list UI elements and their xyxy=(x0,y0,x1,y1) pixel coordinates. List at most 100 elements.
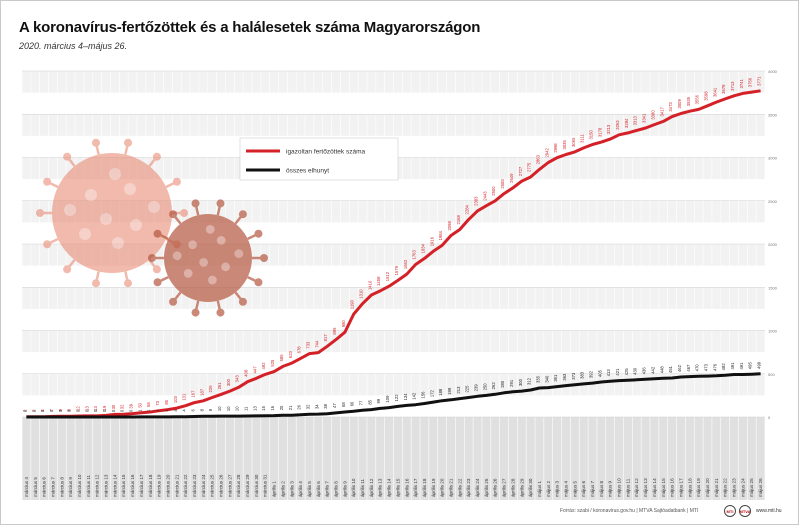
x-tick-label: április 30 xyxy=(528,478,533,497)
y-tick-label: 1500 xyxy=(768,285,778,290)
y-tick-label: 2500 xyxy=(768,199,778,204)
infected-data-label: 187 xyxy=(199,388,204,396)
x-tick-label: április 22 xyxy=(457,478,462,497)
infected-data-label: 131 xyxy=(182,393,187,401)
x-tick-label: május 11 xyxy=(625,478,630,497)
deaths-data-label: 392 xyxy=(589,370,594,378)
deaths-data-label: 250 xyxy=(482,383,487,391)
virus-dot xyxy=(85,189,97,201)
x-tick-label: április 4 xyxy=(298,481,303,497)
infected-data-label: 408 xyxy=(244,369,249,377)
x-tick-label: március 14 xyxy=(112,474,117,497)
legend-infected-label: igazoltan fertőzöttek száma xyxy=(286,149,366,156)
x-tick-label: május 24 xyxy=(740,478,745,497)
legend: igazoltan fertőzöttek száma összes elhuny… xyxy=(239,137,399,181)
deaths-data-label: 482 xyxy=(721,363,726,371)
virus-spike-tip xyxy=(91,138,100,147)
deaths-data-label: 0 xyxy=(120,409,125,412)
deaths-data-label: 0 xyxy=(102,409,107,412)
x-tick-label: április 19 xyxy=(431,478,436,497)
x-tick-label: március 6 xyxy=(42,477,47,497)
x-tick-label: április 15 xyxy=(395,478,400,497)
virus-spike-tip xyxy=(180,209,188,217)
footer-source: Forrás: szabi / koronavirus.gov.hu | MTV… xyxy=(560,508,699,514)
x-tick-label: március 19 xyxy=(157,474,162,497)
infected-data-label: 3713 xyxy=(730,81,735,91)
mtva-logo: MTVA xyxy=(739,505,751,517)
x-tick-label: március 23 xyxy=(192,474,197,497)
x-tick-label: április 21 xyxy=(448,478,453,497)
infected-data-label: 3263 xyxy=(615,120,620,130)
x-tick-label: május 15 xyxy=(661,478,666,497)
x-tick-label: március 25 xyxy=(210,474,215,497)
infected-data-label: 3509 xyxy=(677,98,682,108)
infected-data-label: 2863 xyxy=(535,154,540,164)
infected-data-label: 492 xyxy=(261,362,266,370)
infected-data-label: 3678 xyxy=(721,84,726,94)
x-tick-label: április 20 xyxy=(440,478,445,497)
virus-dot xyxy=(234,249,244,258)
deaths-data-label: 16 xyxy=(270,405,275,410)
deaths-data-label: 172 xyxy=(429,389,434,397)
deaths-data-label: 499 xyxy=(757,361,762,369)
x-tick-label: május 25 xyxy=(749,478,754,497)
deaths-data-label: 1 xyxy=(155,409,160,412)
x-tick-label: március 5 xyxy=(33,477,38,497)
virus-spike-tip xyxy=(152,265,161,274)
y-tick-label: 2000 xyxy=(768,242,778,247)
infected-data-label: 2 xyxy=(22,409,27,412)
deaths-data-label: 0 xyxy=(40,409,45,412)
deaths-data-label: 142 xyxy=(412,392,417,400)
infected-data-label: 733 xyxy=(305,341,310,349)
infected-data-label: 817 xyxy=(323,334,328,342)
x-tick-label: április 24 xyxy=(475,478,480,497)
deaths-data-label: 109 xyxy=(385,395,390,403)
deaths-data-label: 1 xyxy=(164,409,169,412)
x-tick-label: március 15 xyxy=(121,474,126,497)
x-tick-label: március 18 xyxy=(148,474,153,497)
deaths-data-label: 58 xyxy=(341,402,346,407)
infected-data-label: 585 xyxy=(279,354,284,362)
virus-spike-tip xyxy=(238,297,247,306)
x-tick-label: március 11 xyxy=(86,474,91,497)
infected-data-label: 980 xyxy=(341,320,346,328)
deaths-data-label: 156 xyxy=(420,391,425,399)
deaths-data-label: 34 xyxy=(314,404,319,409)
deaths-data-label: 436 xyxy=(642,367,647,375)
deaths-data-label: 363 xyxy=(562,373,567,381)
x-tick-label: április 8 xyxy=(334,481,339,497)
infected-data-label: 2649 xyxy=(509,173,514,183)
x-tick-label: április 1 xyxy=(272,481,277,497)
deaths-data-label: 6 xyxy=(190,408,195,411)
infected-data-label: 3341 xyxy=(642,113,647,123)
chart-title: A koronavírus-fertőzöttek és a haláleset… xyxy=(19,19,481,36)
infected-data-label: 678 xyxy=(297,346,302,354)
infected-data-label: 12 xyxy=(75,406,80,411)
x-tick-label: március 12 xyxy=(95,474,100,497)
x-tick-label: április 11 xyxy=(360,479,365,497)
x-tick-label: április 2 xyxy=(280,481,285,497)
deaths-data-label: 0 xyxy=(31,409,36,412)
deaths-data-label: 99 xyxy=(376,398,381,403)
x-tick-label: március 13 xyxy=(104,474,109,497)
x-tick-label: március 4 xyxy=(24,477,29,497)
infected-data-label: 2 xyxy=(31,409,36,412)
deaths-data-label: 66 xyxy=(350,401,355,406)
deaths-data-label: 405 xyxy=(597,369,602,377)
deaths-data-label: 425 xyxy=(624,368,629,376)
x-tick-label: március 24 xyxy=(201,474,206,497)
infected-data-label: 3756 xyxy=(748,77,753,87)
y-tick-label: 500 xyxy=(768,372,775,377)
infected-data-label: 58 xyxy=(146,402,151,407)
x-tick-label: április 28 xyxy=(510,478,515,497)
virus-small-illustration xyxy=(148,199,268,317)
deaths-data-label: 280 xyxy=(500,380,505,388)
x-tick-label: május 17 xyxy=(678,478,683,497)
virus-dot xyxy=(124,183,136,195)
chart-subtitle: 2020. március 4–május 26. xyxy=(19,41,128,51)
infected-data-label: 2443 xyxy=(482,191,487,201)
infected-data-label: 3473 xyxy=(668,102,673,112)
virus-dot xyxy=(172,251,182,261)
virus-spike-tip xyxy=(260,254,268,262)
infected-data-label: 895 xyxy=(332,327,337,335)
